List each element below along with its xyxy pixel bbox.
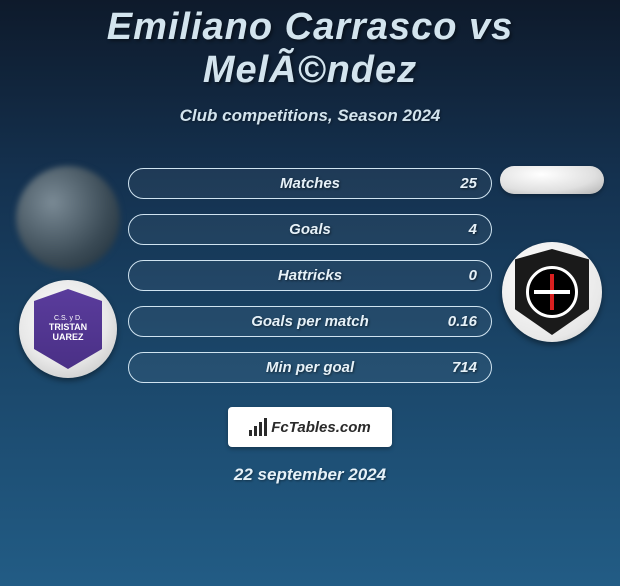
stat-label: Min per goal <box>266 359 354 376</box>
left-club-badge-shield: C.S. y D. TRISTAN UAREZ <box>34 289 102 369</box>
stat-row-goals: Goals 4 <box>128 214 492 245</box>
right-club-badge-shield <box>515 249 589 335</box>
stats-column: Matches 25 Goals 4 Hattricks 0 Goals per… <box>128 166 492 383</box>
fctables-label: FcTables.com <box>271 419 370 436</box>
page-subtitle: Club competitions, Season 2024 <box>0 106 620 126</box>
stat-label: Goals <box>289 221 331 238</box>
stat-value-right: 25 <box>460 175 477 192</box>
comparison-main-row: C.S. y D. TRISTAN UAREZ Matches 25 Goals… <box>0 166 620 383</box>
stat-row-hattricks: Hattricks 0 <box>128 260 492 291</box>
left-player-column: C.S. y D. TRISTAN UAREZ <box>8 166 128 378</box>
stat-label: Matches <box>280 175 340 192</box>
right-player-column <box>492 166 612 342</box>
stat-value-right: 0.16 <box>448 313 477 330</box>
stat-label: Goals per match <box>251 313 369 330</box>
right-club-badge <box>502 242 602 342</box>
stat-row-gpm: Goals per match 0.16 <box>128 306 492 337</box>
stat-row-mpg: Min per goal 714 <box>128 352 492 383</box>
stat-value-right: 714 <box>452 359 477 376</box>
bar-chart-icon <box>249 418 267 436</box>
page-title: Emiliano Carrasco vs MelÃ©ndez <box>0 6 620 92</box>
right-club-badge-circle <box>526 266 578 318</box>
stat-value-right: 4 <box>469 221 477 238</box>
footer-date: 22 september 2024 <box>0 465 620 485</box>
right-player-avatar <box>500 166 604 194</box>
left-club-line-2: UAREZ <box>53 333 84 343</box>
stat-row-matches: Matches 25 <box>128 168 492 199</box>
stat-label: Hattricks <box>278 267 342 284</box>
fctables-attribution[interactable]: FcTables.com <box>228 407 392 447</box>
left-player-avatar <box>16 166 120 270</box>
left-club-badge: C.S. y D. TRISTAN UAREZ <box>19 280 117 378</box>
stat-value-right: 0 <box>469 267 477 284</box>
